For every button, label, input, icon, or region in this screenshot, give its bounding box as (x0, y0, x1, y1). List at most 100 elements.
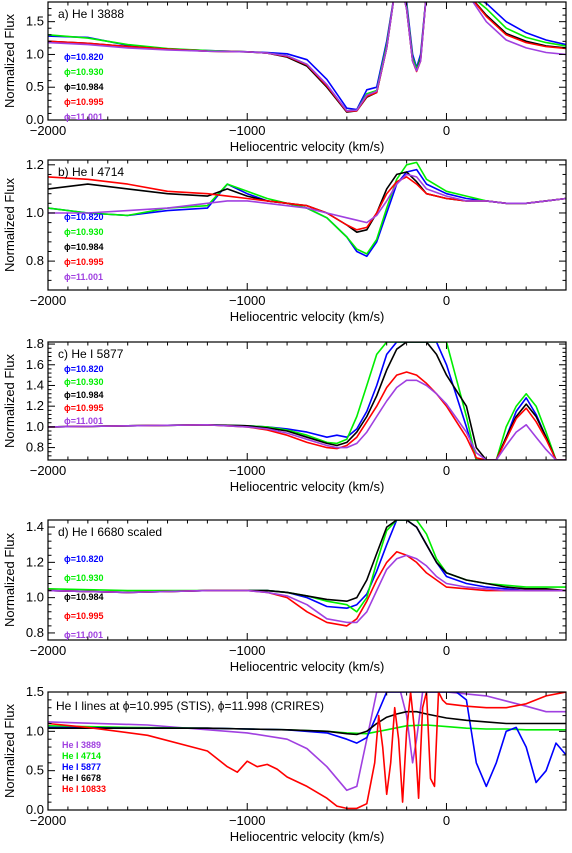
panel-2: −2000 −1000 0 0.8 1.0 1.2 Heliocentric velocit… (2, 157, 567, 324)
plot-frame (47, 1, 567, 121)
y-tick-label: 1.0 (26, 205, 44, 220)
series-line (48, 176, 566, 231)
series-line (48, 2, 566, 112)
y-tick-label: 1.2 (26, 398, 44, 413)
series-line (48, 173, 566, 224)
legend-entry: ϕ=10.820 (64, 52, 104, 62)
legend-entry: ϕ=10.995 (64, 97, 104, 107)
series-line (48, 692, 566, 788)
legend-entry: ϕ=11.001 (64, 416, 103, 426)
x-axis-title: Heliocentric velocity (km/s) (230, 309, 385, 324)
panel-3: −2000 −1000 0 0.8 1.0 1.2 1.4 1.6 1.8 Heliocentri… (2, 336, 567, 494)
series-line (48, 371, 566, 460)
legend-entry: ϕ=11.001 (64, 630, 103, 640)
panel-title: b) He I 4714 (58, 165, 124, 179)
series-line (48, 342, 566, 460)
series-group (48, 692, 566, 810)
x-tick-label: 0 (443, 813, 450, 828)
x-tick-label: 0 (443, 463, 450, 478)
series-line (48, 710, 566, 736)
y-tick-label: 1.0 (26, 419, 44, 434)
series-line (48, 342, 566, 460)
series-line (48, 554, 566, 624)
panel-1: −2000 −1000 0 0.0 0.5 1.0 1.5 Heliocentric velo… (2, 1, 567, 154)
x-tick-label: 0 (443, 643, 450, 658)
x-tick-label: −2000 (30, 293, 67, 308)
x-axis-title: Heliocentric velocity (km/s) (230, 479, 385, 494)
legend-entry: ϕ=10.995 (64, 611, 104, 621)
y-tick-label: 1.0 (26, 723, 44, 738)
y-tick-label: 1.2 (26, 157, 44, 172)
y-tick-label: 0.8 (26, 440, 44, 455)
legend-entry: ϕ=10.984 (64, 242, 104, 252)
legend-entry: ϕ=10.995 (64, 403, 104, 413)
y-tick-label: 1.4 (26, 519, 44, 534)
y-tick-label: 1.5 (26, 684, 44, 699)
x-tick-label: −1000 (229, 813, 266, 828)
panel-title: c) He I 5877 (58, 347, 124, 361)
x-tick-label: −1000 (229, 123, 266, 138)
x-tick-label: −2000 (30, 643, 67, 658)
y-axis-title: Normalized Flux (2, 533, 17, 627)
legend-entry: ϕ=10.930 (64, 573, 104, 583)
x-tick-label: −1000 (229, 293, 266, 308)
x-tick-label: −1000 (229, 643, 266, 658)
y-tick-label: 1.4 (26, 377, 44, 392)
legend-entry: He I 4714 (62, 751, 101, 761)
y-tick-label: 0.8 (26, 625, 44, 640)
series-line (48, 168, 566, 258)
x-tick-label: −2000 (30, 123, 67, 138)
series-line (48, 520, 566, 603)
legend-entry: ϕ=10.984 (64, 592, 104, 602)
legend-entry: He I 6678 (62, 773, 101, 783)
y-axis-title: Normalized Flux (2, 14, 17, 108)
y-tick-label: 0.0 (26, 802, 44, 817)
y-axis-title: Normalized Flux (2, 354, 17, 448)
panel-title: d) He I 6680 scaled (58, 525, 162, 539)
y-axis-title: Normalized Flux (2, 704, 17, 798)
y-tick-label: 1.0 (26, 590, 44, 605)
y-tick-label: 1.0 (26, 46, 44, 61)
plot-frame (47, 159, 567, 291)
legend-entry: ϕ=10.820 (64, 554, 104, 564)
legend-entry: He I 5877 (62, 762, 101, 772)
x-tick-label: 0 (443, 293, 450, 308)
y-tick-label: 1.8 (26, 336, 44, 351)
series-group (48, 2, 566, 113)
x-tick-label: 0 (443, 123, 450, 138)
x-tick-label: −1000 (229, 463, 266, 478)
legend-entry: He I 3889 (62, 740, 101, 750)
y-axis-title: Normalized Flux (2, 178, 17, 272)
y-tick-label: 0.5 (26, 79, 44, 94)
x-tick-label: −2000 (30, 813, 67, 828)
panel-5: −2000 −1000 0 0.0 0.5 1.0 1.5 Heliocentric velo… (2, 684, 567, 844)
legend-entry: ϕ=10.820 (64, 364, 104, 374)
legend-entry: ϕ=10.984 (64, 82, 104, 92)
series-group (48, 161, 566, 258)
series-line (48, 379, 566, 460)
legend-entry: ϕ=10.984 (64, 390, 104, 400)
series-line (48, 2, 566, 113)
y-tick-label: 1.2 (26, 554, 44, 569)
legend-entry: ϕ=10.930 (64, 67, 104, 77)
series-group (48, 520, 566, 627)
panel-title: a) He I 3888 (58, 7, 124, 21)
legend-entry: ϕ=10.930 (64, 227, 104, 237)
series-group (48, 342, 566, 460)
series-line (48, 692, 566, 810)
legend-entry: ϕ=11.001 (64, 112, 103, 122)
y-tick-label: 1.6 (26, 357, 44, 372)
y-tick-label: 0.8 (26, 253, 44, 268)
panel-4: −2000 −1000 0 0.8 1.0 1.2 1.4 Heliocentric velo… (2, 519, 567, 674)
legend-entry: ϕ=10.995 (64, 257, 104, 267)
series-line (48, 171, 566, 233)
x-axis-title: Heliocentric velocity (km/s) (230, 659, 385, 674)
y-tick-label: 0.5 (26, 763, 44, 778)
legend-entry: ϕ=11.001 (64, 272, 103, 282)
y-tick-label: 1.5 (26, 14, 44, 29)
x-axis-title: Heliocentric velocity (km/s) (230, 139, 385, 154)
legend-entry: ϕ=10.820 (64, 212, 104, 222)
legend-entry: ϕ=10.930 (64, 377, 104, 387)
x-tick-label: −2000 (30, 463, 67, 478)
